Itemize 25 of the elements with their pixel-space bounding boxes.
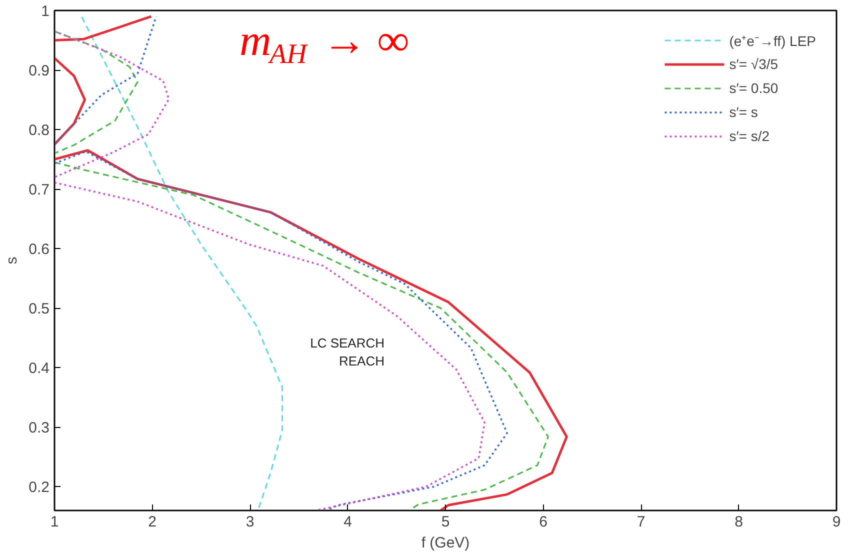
legend-label: s′= s/2 (729, 128, 770, 144)
y-tick-label: 0.9 (28, 62, 50, 80)
x-tick-label: 8 (734, 514, 743, 530)
legend-label: s′= √3/5 (729, 56, 778, 72)
x-tick-label: 5 (441, 514, 450, 530)
x-axis-title: f (GeV) (421, 534, 470, 552)
annotation: LC SEARCH REACH (310, 336, 385, 368)
x-tick-label: 2 (148, 514, 156, 530)
y-tick-label: 0.6 (28, 241, 50, 258)
legend-label: s′= 0.50 (729, 80, 778, 96)
y-tick-label: 0.8 (28, 122, 50, 140)
x-tick-label: 9 (832, 514, 841, 530)
x-tick-label: 6 (539, 514, 548, 530)
y-tick-label: 0.3 (28, 420, 50, 437)
x-tick-label: 3 (246, 514, 254, 530)
legend-label: s′= s (729, 104, 758, 120)
y-tick-label: 0.2 (28, 479, 50, 496)
x-tick-label: 7 (636, 514, 646, 530)
y-tick-label: 0.5 (28, 300, 50, 318)
x-tick-label: 4 (344, 514, 352, 530)
y-tick-label: 0.4 (28, 360, 50, 378)
y-axis-title: s (4, 256, 21, 264)
y-tick-label: 0.7 (28, 182, 50, 199)
y-tick-label: 1 (41, 3, 50, 20)
legend-label: (e⁺e⁻→ff) LEP (729, 32, 816, 50)
